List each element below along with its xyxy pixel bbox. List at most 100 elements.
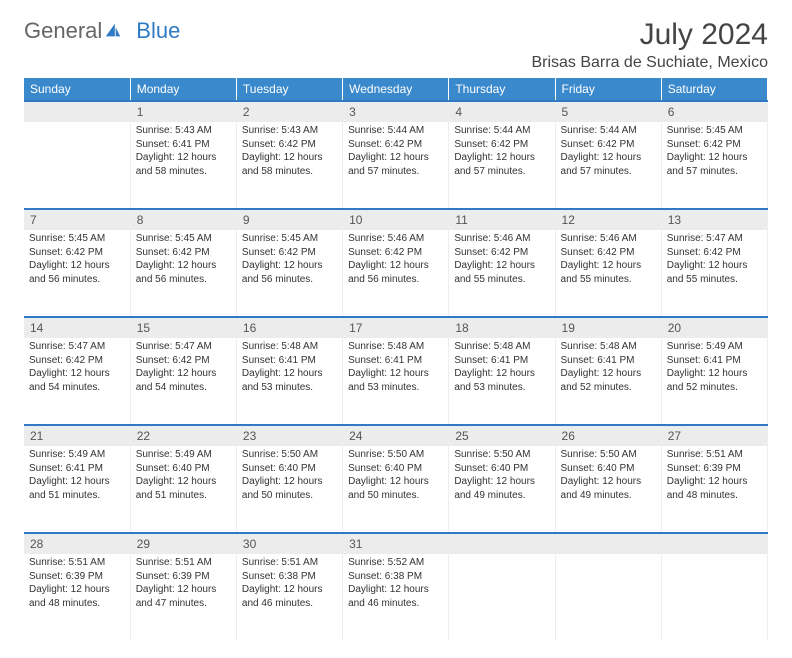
sunrise-text: Sunrise: 5:51 AM — [242, 556, 337, 570]
sunrise-text: Sunrise: 5:44 AM — [561, 124, 656, 138]
sunrise-text: Sunrise: 5:48 AM — [348, 340, 443, 354]
day-number: 17 — [343, 317, 449, 338]
day-cell: Sunrise: 5:44 AMSunset: 6:42 PMDaylight:… — [343, 122, 449, 209]
day-cell — [24, 122, 130, 209]
daylight-text: Daylight: 12 hours and 48 minutes. — [29, 583, 125, 610]
sunset-text: Sunset: 6:38 PM — [348, 570, 443, 584]
sunrise-text: Sunrise: 5:51 AM — [136, 556, 231, 570]
daylight-text: Daylight: 12 hours and 55 minutes. — [667, 259, 762, 286]
daylight-text: Daylight: 12 hours and 57 minutes. — [454, 151, 549, 178]
day-number: 2 — [236, 101, 342, 122]
day-cell: Sunrise: 5:44 AMSunset: 6:42 PMDaylight:… — [555, 122, 661, 209]
sunset-text: Sunset: 6:41 PM — [667, 354, 762, 368]
day-cell: Sunrise: 5:50 AMSunset: 6:40 PMDaylight:… — [343, 446, 449, 533]
day-cell: Sunrise: 5:48 AMSunset: 6:41 PMDaylight:… — [449, 338, 555, 425]
sunrise-text: Sunrise: 5:49 AM — [667, 340, 762, 354]
daylight-text: Daylight: 12 hours and 58 minutes. — [242, 151, 337, 178]
day-cell: Sunrise: 5:50 AMSunset: 6:40 PMDaylight:… — [555, 446, 661, 533]
weekday-header: Saturday — [661, 78, 767, 101]
day-cell: Sunrise: 5:45 AMSunset: 6:42 PMDaylight:… — [24, 230, 130, 317]
day-number: 14 — [24, 317, 130, 338]
sunset-text: Sunset: 6:42 PM — [136, 246, 231, 260]
weekday-header: Monday — [130, 78, 236, 101]
daylight-text: Daylight: 12 hours and 46 minutes. — [348, 583, 443, 610]
daylight-text: Daylight: 12 hours and 58 minutes. — [136, 151, 231, 178]
day-cell: Sunrise: 5:48 AMSunset: 6:41 PMDaylight:… — [555, 338, 661, 425]
sunrise-text: Sunrise: 5:45 AM — [29, 232, 125, 246]
day-cell: Sunrise: 5:51 AMSunset: 6:39 PMDaylight:… — [661, 446, 767, 533]
sunset-text: Sunset: 6:38 PM — [242, 570, 337, 584]
day-cell: Sunrise: 5:52 AMSunset: 6:38 PMDaylight:… — [343, 554, 449, 640]
day-number: 21 — [24, 425, 130, 446]
day-number-row: 28293031 — [24, 533, 768, 554]
day-number: 25 — [449, 425, 555, 446]
sunrise-text: Sunrise: 5:51 AM — [667, 448, 762, 462]
sunset-text: Sunset: 6:41 PM — [136, 138, 231, 152]
sunset-text: Sunset: 6:42 PM — [561, 138, 656, 152]
sunset-text: Sunset: 6:42 PM — [454, 138, 549, 152]
sunset-text: Sunset: 6:39 PM — [136, 570, 231, 584]
day-cell: Sunrise: 5:51 AMSunset: 6:38 PMDaylight:… — [236, 554, 342, 640]
day-content-row: Sunrise: 5:47 AMSunset: 6:42 PMDaylight:… — [24, 338, 768, 425]
day-content-row: Sunrise: 5:45 AMSunset: 6:42 PMDaylight:… — [24, 230, 768, 317]
sunrise-text: Sunrise: 5:47 AM — [136, 340, 231, 354]
day-number: 22 — [130, 425, 236, 446]
day-number: 1 — [130, 101, 236, 122]
day-number: 27 — [661, 425, 767, 446]
day-number: 30 — [236, 533, 342, 554]
sunrise-text: Sunrise: 5:49 AM — [136, 448, 231, 462]
daylight-text: Daylight: 12 hours and 52 minutes. — [667, 367, 762, 394]
sunset-text: Sunset: 6:40 PM — [242, 462, 337, 476]
day-cell: Sunrise: 5:45 AMSunset: 6:42 PMDaylight:… — [130, 230, 236, 317]
page-header: General Blue July 2024 Brisas Barra de S… — [24, 18, 768, 72]
day-number: 5 — [555, 101, 661, 122]
day-number: 6 — [661, 101, 767, 122]
day-number: 28 — [24, 533, 130, 554]
sunrise-text: Sunrise: 5:50 AM — [561, 448, 656, 462]
daylight-text: Daylight: 12 hours and 56 minutes. — [242, 259, 337, 286]
sunrise-text: Sunrise: 5:45 AM — [667, 124, 762, 138]
sunset-text: Sunset: 6:41 PM — [29, 462, 125, 476]
day-number: 8 — [130, 209, 236, 230]
sunset-text: Sunset: 6:40 PM — [348, 462, 443, 476]
day-number: 12 — [555, 209, 661, 230]
sunset-text: Sunset: 6:41 PM — [561, 354, 656, 368]
daylight-text: Daylight: 12 hours and 51 minutes. — [136, 475, 231, 502]
weekday-header: Thursday — [449, 78, 555, 101]
sunset-text: Sunset: 6:40 PM — [136, 462, 231, 476]
day-content-row: Sunrise: 5:49 AMSunset: 6:41 PMDaylight:… — [24, 446, 768, 533]
day-number: 7 — [24, 209, 130, 230]
sunrise-text: Sunrise: 5:47 AM — [29, 340, 125, 354]
daylight-text: Daylight: 12 hours and 55 minutes. — [454, 259, 549, 286]
day-cell: Sunrise: 5:48 AMSunset: 6:41 PMDaylight:… — [236, 338, 342, 425]
day-number: 26 — [555, 425, 661, 446]
sunrise-text: Sunrise: 5:45 AM — [242, 232, 337, 246]
weekday-header-row: Sunday Monday Tuesday Wednesday Thursday… — [24, 78, 768, 101]
sunrise-text: Sunrise: 5:45 AM — [136, 232, 231, 246]
day-number-row: 14151617181920 — [24, 317, 768, 338]
weekday-header: Friday — [555, 78, 661, 101]
day-cell: Sunrise: 5:49 AMSunset: 6:41 PMDaylight:… — [661, 338, 767, 425]
day-number: 15 — [130, 317, 236, 338]
sunrise-text: Sunrise: 5:46 AM — [454, 232, 549, 246]
daylight-text: Daylight: 12 hours and 51 minutes. — [29, 475, 125, 502]
calendar-table: Sunday Monday Tuesday Wednesday Thursday… — [24, 78, 768, 640]
daylight-text: Daylight: 12 hours and 54 minutes. — [29, 367, 125, 394]
daylight-text: Daylight: 12 hours and 49 minutes. — [561, 475, 656, 502]
sunset-text: Sunset: 6:42 PM — [348, 246, 443, 260]
daylight-text: Daylight: 12 hours and 56 minutes. — [348, 259, 443, 286]
sunrise-text: Sunrise: 5:43 AM — [136, 124, 231, 138]
day-cell: Sunrise: 5:45 AMSunset: 6:42 PMDaylight:… — [236, 230, 342, 317]
sunset-text: Sunset: 6:41 PM — [348, 354, 443, 368]
day-number — [661, 533, 767, 554]
day-cell: Sunrise: 5:46 AMSunset: 6:42 PMDaylight:… — [449, 230, 555, 317]
day-cell: Sunrise: 5:51 AMSunset: 6:39 PMDaylight:… — [24, 554, 130, 640]
sunrise-text: Sunrise: 5:49 AM — [29, 448, 125, 462]
daylight-text: Daylight: 12 hours and 52 minutes. — [561, 367, 656, 394]
title-block: July 2024 Brisas Barra de Suchiate, Mexi… — [531, 18, 768, 72]
sunset-text: Sunset: 6:42 PM — [242, 246, 337, 260]
weekday-header: Sunday — [24, 78, 130, 101]
day-cell: Sunrise: 5:49 AMSunset: 6:41 PMDaylight:… — [24, 446, 130, 533]
day-content-row: Sunrise: 5:43 AMSunset: 6:41 PMDaylight:… — [24, 122, 768, 209]
day-number: 10 — [343, 209, 449, 230]
